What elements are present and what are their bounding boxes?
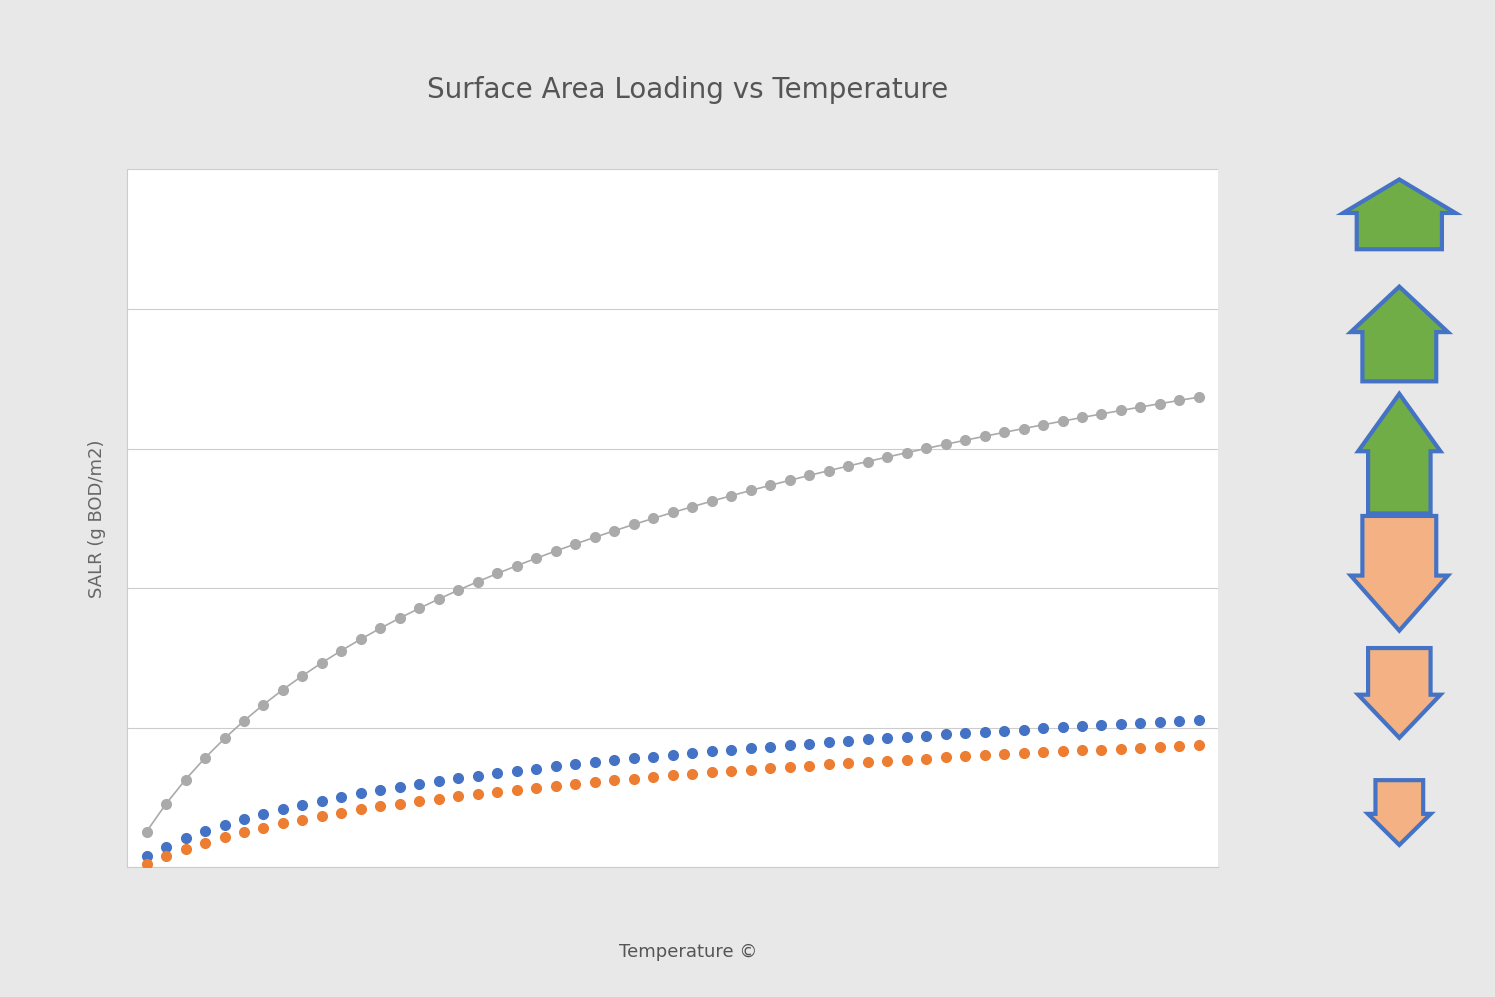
Text: Temperature ©: Temperature ©: [619, 943, 756, 961]
Y-axis label: SALR (g BOD/m2): SALR (g BOD/m2): [88, 440, 106, 597]
Text: Surface Area Loading vs Temperature: Surface Area Loading vs Temperature: [428, 76, 948, 104]
